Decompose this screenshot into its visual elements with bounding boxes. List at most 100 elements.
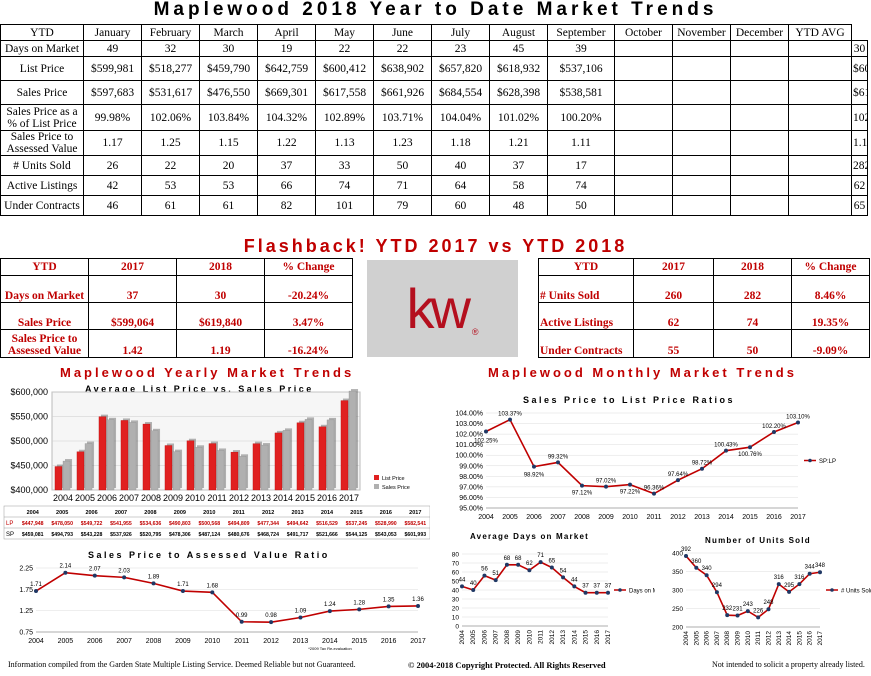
ytd-cell [614,195,673,216]
ytd-cell: 37 [489,155,548,176]
x-tick-label: 2005 [693,631,700,646]
series-line [685,555,821,619]
kw-logo: kw ® [406,280,478,337]
ytd-cell [730,56,789,81]
ytd-header-cell: October [614,24,673,41]
x-tick-label: 2005 [470,630,477,645]
ytd-avg-cell: $603,129 [851,56,868,81]
ytd-cell: $617,558 [315,80,374,105]
data-label: 98.72% [692,461,713,467]
flashback-header-cell: YTD [0,258,89,276]
data-point [594,590,599,595]
legend-swatch [374,475,379,480]
ytd-cell: 49 [83,40,142,57]
ytd-cell: 99.98% [83,104,142,131]
ytd-header-cell: May [315,24,374,41]
ytd-cell [788,195,852,216]
data-label: 231 [733,607,744,613]
data-label: 360 [691,559,702,565]
ytd-row: Sales Price to Assessed Value 1.17 1.25 1.1… [0,130,868,156]
bar-sp [260,444,269,491]
ytd-cell [672,155,731,176]
flashback-row: Active Listings 62 74 19.35% [538,302,870,330]
data-table-value: $491,717 [287,532,309,538]
data-table-value: $500,568 [198,521,220,527]
data-point [122,575,127,580]
ytd-cell [788,155,852,176]
ytd-cell [614,80,673,105]
flashback-label-cell: Under Contracts [538,329,634,358]
ytd-cell: 58 [489,175,548,196]
x-tick-label: 2007 [714,631,721,646]
ytd-header-cell: December [730,24,789,41]
ytd-cell [788,175,852,196]
x-tick-label: 2015 [796,631,803,646]
data-point [508,417,512,422]
legend-label: List Price [382,476,405,482]
data-point [556,460,560,465]
ytd-cell: 103.71% [373,104,432,131]
data-point [652,491,656,496]
assessed-chart: 0.75 1.25 1.75 2.25 1.71 2004 2.14 2005 2.07 2006… [19,564,426,651]
y-tick-label: $600,000 [10,387,48,397]
x-tick-label: 2006 [87,638,103,645]
ytd-header-cell: September [547,24,615,41]
x-tick-label: 2012 [765,631,772,646]
bar-sp [62,460,71,491]
flashback-change-cell: -16.24% [264,329,353,358]
data-table-header: 2005 [56,510,68,516]
x-tick-label: 2013 [560,630,567,645]
ytd-cell [614,155,673,176]
data-label: 40 [470,581,477,587]
data-point [572,584,577,589]
x-tick-label: 2017 [605,630,612,645]
flashback-y2017-cell: 55 [633,329,714,358]
ytd-cell: 40 [431,155,490,176]
bar-lp [54,466,63,491]
data-label: 44 [571,577,578,583]
data-table-header: 2004 [27,510,40,516]
x-tick-label: 2012 [263,638,279,645]
x-tick-label: 2010 [622,514,638,521]
data-label: 56 [481,567,488,573]
data-point [604,484,608,489]
ytd-cell: 48 [489,195,548,216]
x-tick-label: 2013 [293,638,309,645]
ytd-cell [730,155,789,176]
ytd-cell: 17 [547,155,615,176]
ytd-row-label: Days on Market [0,40,84,57]
flashback-label-cell: Sales Price to Assessed Value [0,329,89,358]
x-tick-label: 2008 [574,514,590,521]
ytd-cell [672,195,731,216]
flashback-y2018-cell: 1.19 [176,329,265,358]
flashback-y2017-cell: $599,064 [88,302,177,330]
data-label: 68 [515,556,522,562]
data-table-value: $477,344 [257,521,279,527]
ytd-cell [614,104,673,131]
data-table-value: $582,541 [404,521,426,527]
data-label: 103.10% [786,415,810,421]
data-point [549,565,554,570]
data-label: 344 [805,565,816,571]
ytd-cell: 33 [315,155,374,176]
list-vs-sales-chart: $400,000 $450,000 $500,000 $550,000 $600,000… [3,387,430,540]
ytd-cell: 23 [431,40,490,57]
bar-sp [150,430,159,491]
data-table-value: $544,125 [346,532,368,538]
ytd-cell: $642,759 [257,56,316,81]
ytd-cell [788,56,852,81]
data-label: 102.25% [474,438,498,444]
x-tick-label: 2006 [97,493,117,503]
data-table-value: $543,053 [375,532,397,538]
y-tick-label: 10 [452,615,460,622]
ytd-header-cell: July [431,24,490,41]
x-tick-label: 2006 [704,631,711,646]
ytd-cell [672,40,731,57]
data-label: 37 [582,584,589,590]
ytd-cell [730,195,789,216]
dom-chart: 0 10 20 30 40 50 60 70 80 44 2004 40 2005 56 2006 51 200… [452,552,655,645]
x-tick-label: 2004 [478,514,494,521]
ytd-cell: 53 [199,175,258,196]
data-label: 102.20% [762,424,786,430]
ytd-cell [730,80,789,105]
